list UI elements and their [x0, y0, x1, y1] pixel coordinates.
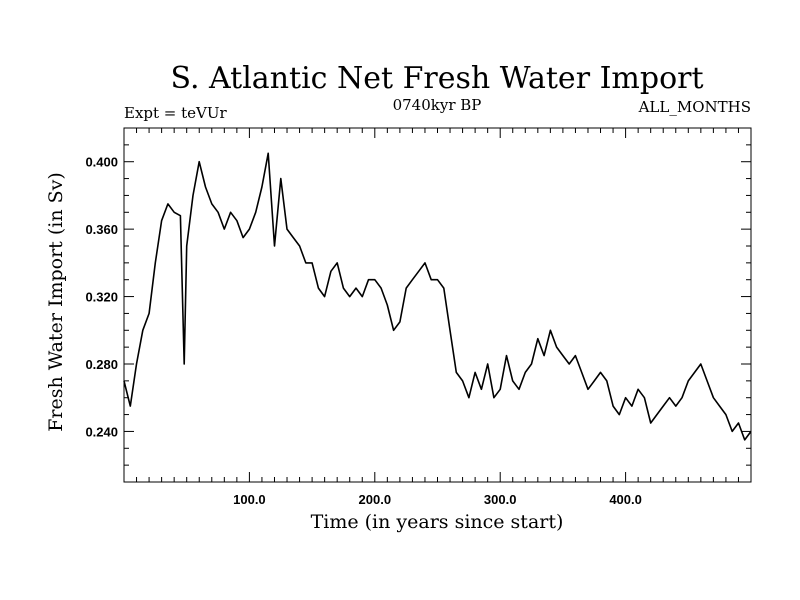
months-label: ALL_MONTHS [638, 98, 751, 116]
x-tick-label: 400.0 [609, 492, 642, 507]
y-tick-label: 0.280 [85, 357, 118, 372]
plot-area: 100.0 200.0 300.0 400.0 0.240 0.280 0.320 0.360… [85, 127, 752, 507]
y-axis-label: Fresh Water Import (in Sv) [45, 172, 67, 432]
x-tick-label: 300.0 [484, 492, 517, 507]
y-tick-label: 0.320 [85, 290, 118, 305]
experiment-label: Expt = teVUr [124, 104, 228, 122]
plot-frame [123, 127, 752, 483]
y-tick-label: 0.240 [85, 424, 118, 439]
x-axis-label: Time (in years since start) [311, 511, 564, 533]
x-tick-label: 200.0 [359, 492, 392, 507]
x-tick-label: 100.0 [233, 492, 266, 507]
y-tick-label: 0.360 [85, 222, 118, 237]
series-line [123, 152, 752, 441]
chart-title: S. Atlantic Net Fresh Water Import [170, 61, 703, 96]
period-label: 0740kyr BP [393, 96, 482, 114]
y-tick-label: 0.400 [85, 155, 118, 170]
